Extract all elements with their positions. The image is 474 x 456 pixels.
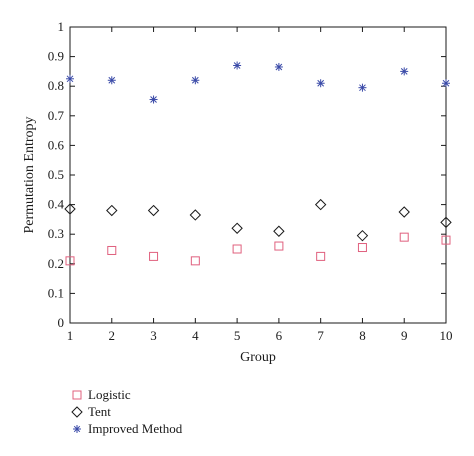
point-improved-method-8 xyxy=(358,83,367,92)
x-tick-label: 8 xyxy=(359,328,366,343)
diamond-marker-icon xyxy=(71,405,83,418)
point-tent-4 xyxy=(189,209,202,221)
legend-item-tent: Tent xyxy=(70,403,182,420)
star-marker-icon xyxy=(73,424,81,433)
point-tent-5 xyxy=(231,222,243,234)
y-tick-label: 0.9 xyxy=(48,49,64,64)
point-logistic-9 xyxy=(399,232,409,242)
x-tick-label: 7 xyxy=(317,328,324,343)
point-tent-2 xyxy=(106,204,118,217)
y-tick-label: 0.3 xyxy=(48,226,64,241)
point-logistic-2 xyxy=(107,245,117,255)
x-tick-label: 3 xyxy=(150,328,157,343)
y-tick-label: 0.8 xyxy=(48,78,64,93)
x-axis: 1 2 3 4 5 6 7 8 9 10 xyxy=(67,27,453,343)
point-logistic-5 xyxy=(232,244,242,254)
point-tent-3 xyxy=(147,204,160,217)
y-tick-label: 0 xyxy=(58,315,65,330)
point-logistic-4 xyxy=(190,256,200,266)
point-logistic-7 xyxy=(316,251,326,261)
x-axis-label: Group xyxy=(240,350,276,365)
legend-label-logistic: Logistic xyxy=(88,386,131,402)
y-tick-label: 0.1 xyxy=(48,285,64,300)
y-tick-label: 0.6 xyxy=(48,137,65,152)
point-logistic-3 xyxy=(149,251,159,261)
x-tick-label: 2 xyxy=(109,328,116,343)
legend-item-logistic: Logistic xyxy=(70,386,182,403)
legend-label-tent: Tent xyxy=(88,403,111,419)
legend-item-improved-method: Improved Method xyxy=(70,420,182,437)
point-improved-method-9 xyxy=(400,67,409,76)
point-improved-method-3 xyxy=(149,95,158,104)
x-tick-label: 10 xyxy=(440,328,453,343)
legend-label-improved-method: Improved Method xyxy=(88,420,183,436)
data-points xyxy=(64,61,452,266)
point-tent-8 xyxy=(356,229,369,242)
point-improved-method-10 xyxy=(442,79,450,88)
point-tent-1 xyxy=(64,203,76,215)
y-tick-label: 0.7 xyxy=(48,108,65,123)
point-improved-method-6 xyxy=(274,62,283,71)
point-logistic-10 xyxy=(441,235,451,245)
point-logistic-8 xyxy=(357,243,367,253)
x-tick-label: 6 xyxy=(276,328,283,343)
y-tick-label: 1 xyxy=(58,19,65,34)
point-tent-6 xyxy=(273,225,285,237)
x-tick-label: 4 xyxy=(192,328,199,343)
point-logistic-6 xyxy=(274,241,284,251)
x-tick-label: 1 xyxy=(67,328,74,343)
point-logistic-1 xyxy=(65,256,75,266)
y-tick-label: 0.4 xyxy=(48,197,65,212)
y-tick-label: 0.5 xyxy=(48,167,64,182)
point-tent-10 xyxy=(440,216,452,229)
x-tick-label: 9 xyxy=(401,328,408,343)
point-improved-method-2 xyxy=(107,76,116,85)
point-improved-method-7 xyxy=(316,79,325,88)
point-improved-method-1 xyxy=(66,74,74,83)
square-marker-icon xyxy=(72,390,82,399)
point-tent-9 xyxy=(398,206,410,218)
legend: Logistic Tent Improved Method xyxy=(70,386,182,437)
point-tent-7 xyxy=(314,198,327,211)
y-axis-label: Permutation Entropy xyxy=(22,116,37,233)
y-tick-label: 0.2 xyxy=(48,256,64,271)
x-tick-label: 5 xyxy=(234,328,241,343)
point-improved-method-5 xyxy=(233,61,242,70)
plot-frame xyxy=(69,26,447,324)
point-improved-method-4 xyxy=(191,76,200,85)
y-axis: 0 0.1 0.2 0.3 0.4 0.5 0.6 0.7 0.8 0.9 1 xyxy=(48,19,446,330)
